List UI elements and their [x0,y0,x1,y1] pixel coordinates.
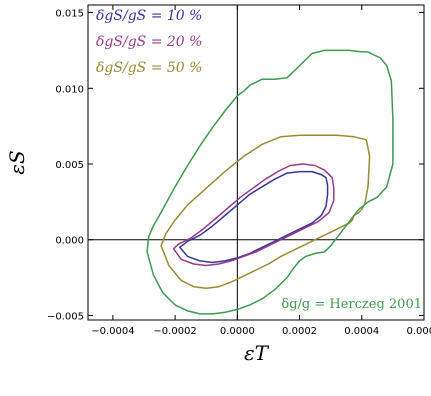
y-tick-label: 0.015 [55,9,84,20]
x-tick-label: 0.0002 [282,326,317,337]
series-contour-4 [146,49,394,315]
legend-entry-2: δgS/gS = 20 % [96,34,202,50]
legend-entry-1: δgS/gS = 10 % [96,8,202,24]
x-tick-label: 0.0006 [407,326,431,337]
series-contour-1 [179,170,329,264]
y-tick-label: 0.000 [55,236,84,247]
y-tick-label: 0.010 [55,84,84,95]
x-tick-label: 0.0004 [344,326,379,337]
ticks-group: −0.0004 −0.0002 0.0000 0.0002 0.0004 0.0006 −0… [47,5,431,337]
x-tick-label: −0.0002 [153,326,196,337]
y-tick-label: 0.005 [55,160,84,171]
y-tick-label: −0.005 [47,311,84,322]
plot-frame [87,4,425,321]
series-group [146,49,394,315]
y-axis-label: εS [5,150,29,174]
x-tick-label: 0.0000 [220,326,255,337]
zero-lines [88,5,424,320]
series-contour-2 [172,163,335,267]
x-tick-label: −0.0004 [91,326,134,337]
x-axis-label: εT [244,341,270,365]
annotation-herczeg: δg/g = Herczeg 2001 [281,297,422,312]
series-contour-3 [160,134,371,289]
legend: δgS/gS = 10 % δgS/gS = 20 % δgS/gS = 50 % [96,8,202,76]
legend-entry-3: δgS/gS = 50 % [96,60,202,76]
